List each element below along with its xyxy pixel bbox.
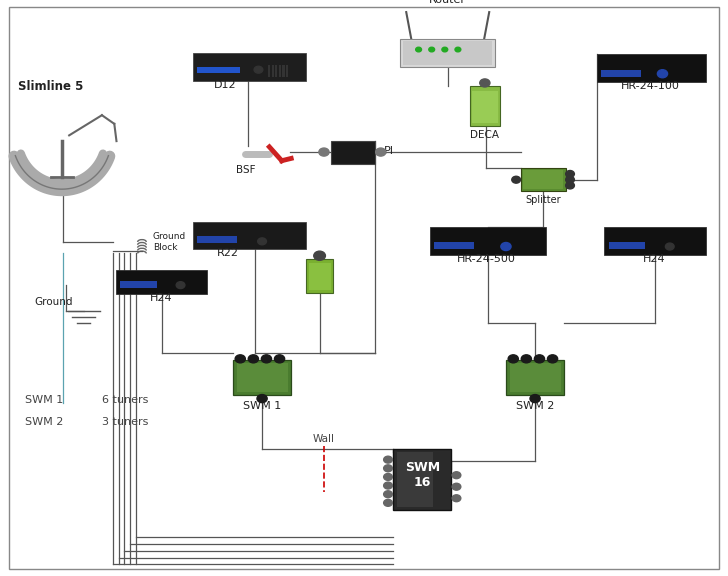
Text: Ground
Block: Ground Block xyxy=(153,232,186,252)
Text: HR-24-100: HR-24-100 xyxy=(621,81,679,91)
Bar xyxy=(309,263,331,290)
Circle shape xyxy=(376,148,386,156)
Text: 3 tuners: 3 tuners xyxy=(102,416,149,427)
Circle shape xyxy=(254,66,263,73)
Circle shape xyxy=(442,47,448,52)
Circle shape xyxy=(657,70,668,78)
Text: Splitter: Splitter xyxy=(526,195,561,206)
Circle shape xyxy=(455,47,461,52)
Bar xyxy=(597,54,706,82)
Circle shape xyxy=(257,395,267,403)
Circle shape xyxy=(384,482,392,489)
Bar xyxy=(506,360,564,395)
Circle shape xyxy=(384,491,392,498)
Bar xyxy=(430,227,546,255)
Text: Wall: Wall xyxy=(313,434,335,444)
Bar xyxy=(397,452,433,507)
Text: H24: H24 xyxy=(642,254,665,264)
Bar xyxy=(306,259,333,293)
Bar xyxy=(272,65,274,77)
Bar xyxy=(279,65,281,77)
Circle shape xyxy=(261,355,272,363)
Circle shape xyxy=(248,355,258,363)
Bar xyxy=(193,53,306,81)
Bar xyxy=(470,86,500,126)
Circle shape xyxy=(429,47,435,52)
Bar xyxy=(400,39,495,67)
Bar xyxy=(282,65,285,77)
Text: SWM 2: SWM 2 xyxy=(25,416,64,427)
Text: DECA: DECA xyxy=(470,130,499,140)
Bar xyxy=(523,170,563,189)
Circle shape xyxy=(508,355,518,363)
Circle shape xyxy=(501,242,511,251)
Text: SWM 2: SWM 2 xyxy=(516,401,554,411)
Circle shape xyxy=(566,176,574,183)
Text: PI: PI xyxy=(384,146,394,156)
Text: Slimline 5: Slimline 5 xyxy=(18,80,84,93)
Bar xyxy=(120,281,157,288)
Text: SWM
16: SWM 16 xyxy=(405,461,440,489)
Bar xyxy=(197,67,240,73)
Bar xyxy=(601,70,641,77)
Circle shape xyxy=(530,395,540,403)
Text: Wireless
Router: Wireless Router xyxy=(424,0,471,5)
Circle shape xyxy=(566,182,574,189)
Text: HR-24-500: HR-24-500 xyxy=(457,254,515,264)
Bar xyxy=(193,222,306,249)
Text: SWM 1: SWM 1 xyxy=(243,401,281,411)
Bar xyxy=(331,141,375,164)
Bar xyxy=(116,270,207,294)
Bar xyxy=(604,227,706,255)
Bar xyxy=(521,168,566,191)
Circle shape xyxy=(416,47,422,52)
Circle shape xyxy=(384,499,392,506)
Circle shape xyxy=(480,79,490,87)
Text: 6 tuners: 6 tuners xyxy=(102,395,149,406)
Bar xyxy=(472,91,498,123)
Bar xyxy=(510,363,561,392)
Circle shape xyxy=(235,355,245,363)
Bar xyxy=(233,360,291,395)
Circle shape xyxy=(384,456,392,463)
Circle shape xyxy=(512,176,521,183)
Circle shape xyxy=(384,465,392,472)
Text: H24: H24 xyxy=(150,293,173,303)
Circle shape xyxy=(547,355,558,363)
Bar xyxy=(237,363,288,392)
Text: BSF: BSF xyxy=(236,165,255,175)
Bar xyxy=(286,65,288,77)
Bar xyxy=(609,242,645,249)
Circle shape xyxy=(384,473,392,480)
Circle shape xyxy=(534,355,545,363)
Circle shape xyxy=(274,355,285,363)
Text: Ground: Ground xyxy=(34,297,73,308)
Circle shape xyxy=(452,472,461,479)
Text: SWM 1: SWM 1 xyxy=(25,395,64,406)
Circle shape xyxy=(319,148,329,156)
Bar xyxy=(197,236,237,243)
Bar xyxy=(268,65,270,77)
Circle shape xyxy=(314,251,325,260)
Bar xyxy=(403,41,492,65)
Bar xyxy=(275,65,277,77)
Bar xyxy=(393,449,451,510)
Circle shape xyxy=(176,282,185,289)
Text: R22: R22 xyxy=(217,248,239,259)
Circle shape xyxy=(665,243,674,250)
Circle shape xyxy=(521,355,531,363)
Bar xyxy=(434,242,474,249)
Circle shape xyxy=(452,483,461,490)
Circle shape xyxy=(566,170,574,177)
Circle shape xyxy=(258,238,266,245)
Text: D12: D12 xyxy=(214,79,237,90)
Circle shape xyxy=(452,495,461,502)
